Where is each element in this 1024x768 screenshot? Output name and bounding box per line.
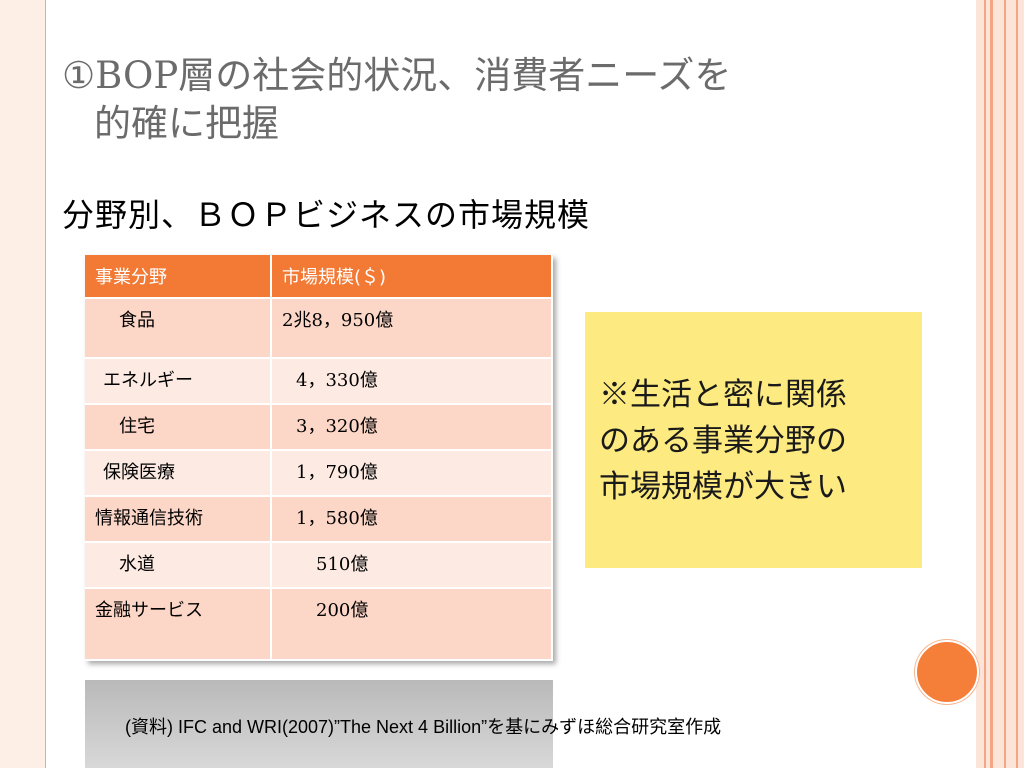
table-row: 保険医療 1，790億 (85, 450, 553, 497)
table-header-row: 事業分野 市場規模(＄) (85, 255, 553, 299)
note-line-2: のある事業分野の (599, 423, 847, 459)
table-row: 情報通信技術 1，580億 (85, 496, 553, 543)
size-cell: 4，330億 (271, 358, 553, 405)
sector-cell: 金融サービス (85, 588, 272, 661)
header-sector: 事業分野 (85, 255, 272, 299)
source-citation: (資料) IFC and WRI(2007)”The Next 4 Billio… (125, 717, 722, 737)
slide-title: ①BOP層の社会的状況、消費者ニーズを 的確に把握 (62, 52, 922, 148)
sector-cell: 情報通信技術 (85, 496, 272, 543)
table-reflection-shadow (85, 680, 553, 768)
sector-cell: 食品 (85, 298, 272, 359)
table-row: 金融サービス 200億 (85, 588, 553, 661)
right-stripes-decoration (976, 0, 1024, 768)
size-cell: 2兆8，950億 (271, 298, 553, 359)
stripe-line (984, 0, 986, 768)
sector-cell: 住宅 (85, 404, 272, 451)
size-cell: 510億 (271, 542, 553, 589)
table-row: 水道 510億 (85, 542, 553, 589)
header-market-size: 市場規模(＄) (271, 255, 553, 299)
title-line-1: ①BOP層の社会的状況、消費者ニーズを (62, 54, 732, 97)
market-size-table: 事業分野 市場規模(＄) 食品 2兆8，950億 エネルギー 4，330億 住宅… (85, 255, 553, 661)
size-cell: 1，790億 (271, 450, 553, 497)
table-row: 住宅 3，320億 (85, 404, 553, 451)
slide-subtitle: 分野別、ＢＯＰビジネスの市場規模 (62, 196, 591, 234)
size-cell: 1，580億 (271, 496, 553, 543)
table-row: 食品 2兆8，950億 (85, 298, 553, 359)
left-border-decoration (0, 0, 46, 768)
note-box: ※生活と密に関係 のある事業分野の 市場規模が大きい (585, 312, 922, 568)
note-line-3: 市場規模が大きい (599, 469, 847, 505)
sector-cell: 保険医療 (85, 450, 272, 497)
decorative-circle (915, 640, 979, 704)
size-cell: 3，320億 (271, 404, 553, 451)
stripe-line (1004, 0, 1006, 768)
stripe-line (1016, 0, 1018, 768)
table-row: エネルギー 4，330億 (85, 358, 553, 405)
title-line-2: 的確に把握 (94, 102, 279, 145)
size-cell: 200億 (271, 588, 553, 661)
stripe-line (990, 0, 993, 768)
sector-cell: エネルギー (85, 358, 272, 405)
sector-cell: 水道 (85, 542, 272, 589)
note-line-1: ※生活と密に関係 (599, 377, 847, 413)
